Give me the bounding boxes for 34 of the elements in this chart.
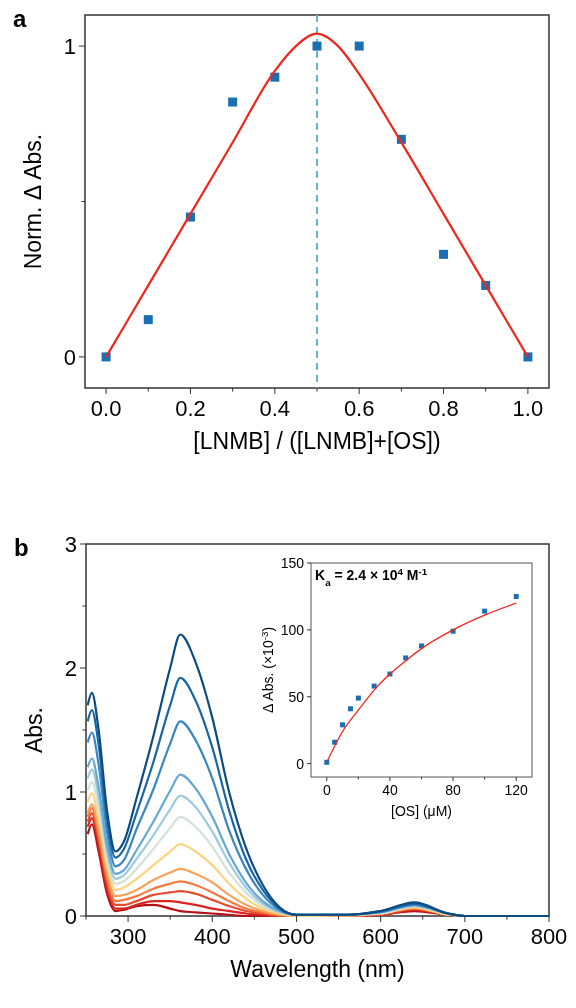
chart-title: b [14,534,29,561]
x-tick-label: 0.8 [428,396,459,421]
x-axis-title: Wavelength (nm) [230,956,405,982]
y-axis-title: Abs. [21,706,47,754]
y-tick-label: 0 [296,755,305,772]
x-axis-title: [LNMB] / ([LNMB]+[OS]) [193,428,441,454]
x-tick-label: 0 [322,782,331,798]
x-tick-label: 120 [504,782,529,798]
y-axis-title: Norm. Δ Abs. [20,133,46,270]
annotation: K$_{a}$ = 2.4 × 10$^{4}$ M$^{-1}$ [315,565,428,588]
x-tick-label: 1.0 [512,396,544,421]
x-tick-label: 800 [530,924,568,949]
x-tick-label: 500 [278,924,315,949]
y-tick-label: 2 [64,655,77,681]
y-tick-label: 3 [64,531,77,557]
y-tick-label: 1 [63,33,76,59]
y-tick-label: 100 [280,621,305,638]
x-tick-label: 700 [446,924,484,949]
y-tick-label: 150 [280,554,305,571]
x-tick-label: 0.2 [175,396,206,421]
y-tick-label: 50 [288,688,305,705]
x-tick-label: 600 [362,924,399,949]
y-tick-label: 1 [64,779,77,805]
x-tick-label: 400 [193,924,231,949]
x-tick-label: 0.4 [259,396,291,421]
x-tick-label: 300 [109,924,147,949]
x-tick-label: 0.6 [343,396,375,421]
x-axis-title: [OS] (μM) [391,803,452,819]
x-tick-label: 40 [382,782,398,798]
chart-title: a [13,5,27,32]
y-tick-label: 0 [63,344,76,370]
y-tick-label: 0 [64,903,77,929]
x-tick-label: 0.0 [90,396,122,421]
x-tick-label: 80 [445,782,462,798]
